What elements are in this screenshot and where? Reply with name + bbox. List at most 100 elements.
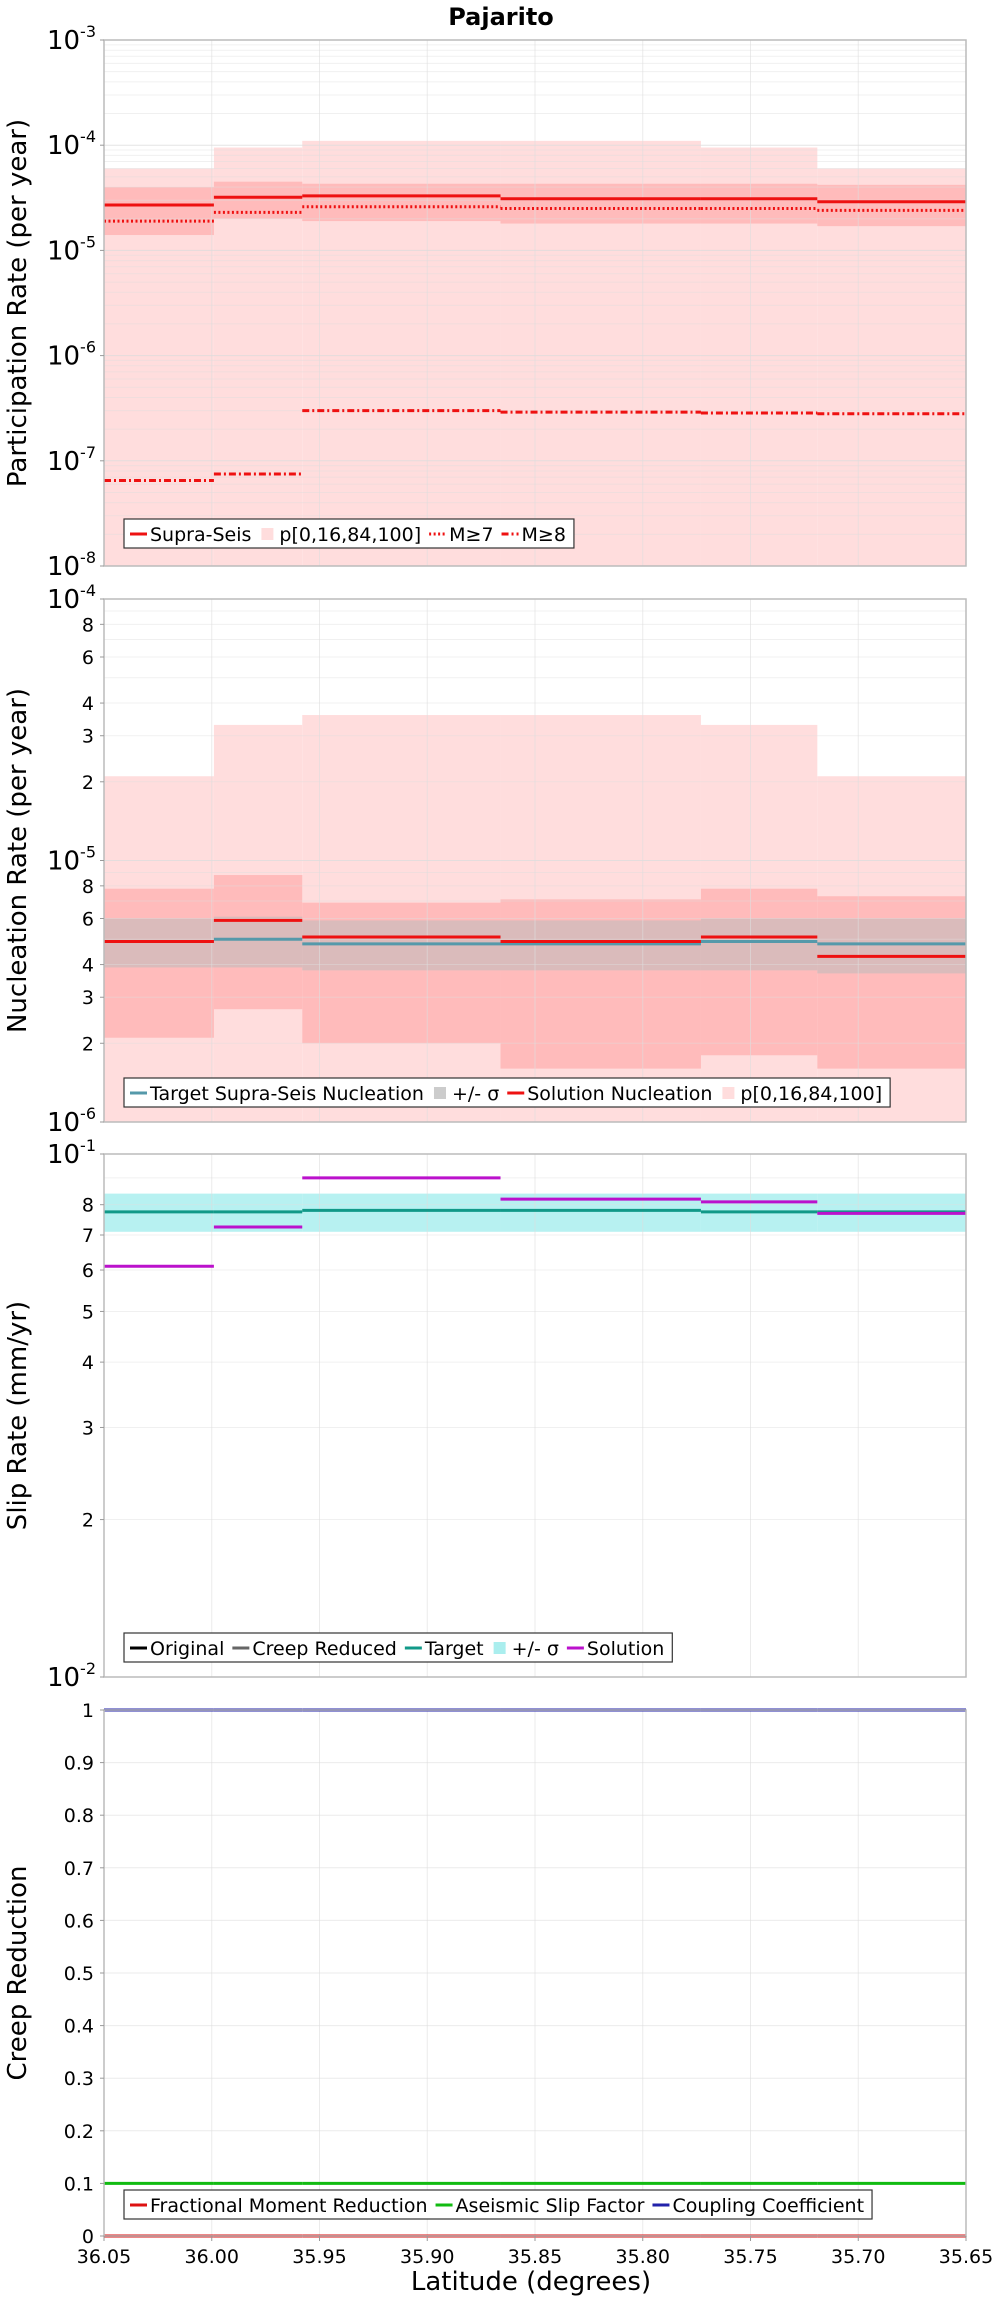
y-tick-label: 10-5 <box>47 232 96 266</box>
y-tick-label: 10-8 <box>47 548 96 582</box>
legend-swatch <box>433 1087 446 1099</box>
legend-item: Aseismic Slip Factor <box>435 2195 645 2217</box>
y-tick-label: 0.3 <box>64 2068 94 2090</box>
legend-label: Target Supra-Seis Nucleation <box>149 1083 424 1105</box>
legend-box <box>123 518 575 549</box>
plot-frame <box>103 1153 967 1678</box>
y-tick-label: 7 <box>82 1225 94 1247</box>
y-tick-label: 8 <box>82 876 94 898</box>
legend-label: Original <box>150 1638 224 1660</box>
legend: Supra-Seis p[0,16,84,100] M≥7 M≥8 <box>123 518 575 549</box>
legend-item: Target Supra-Seis Nucleation <box>130 1083 424 1105</box>
legend: Target Supra-Seis Nucleation +/- σ Solutio… <box>123 1077 891 1108</box>
legend-item: Target <box>404 1638 484 1660</box>
y-tick-label: 8 <box>82 614 94 636</box>
x-tick-label: 36.00 <box>185 2246 239 2268</box>
x-axis-title: Latitude (degrees) <box>411 2267 651 2297</box>
legend-item: Solution Nucleation <box>507 1083 712 1105</box>
band-2-segment <box>700 918 818 971</box>
band-1-segment <box>500 183 701 224</box>
y-tick-label: 10-5 <box>47 843 96 877</box>
y-tick-label: 0.2 <box>64 2121 94 2143</box>
y-tick-label: 10-6 <box>47 1104 96 1138</box>
legend-label: Aseismic Slip Factor <box>456 2195 645 2217</box>
legend-item: Solution <box>566 1638 664 1660</box>
series-m-7 <box>104 205 966 223</box>
y-tick-label: 6 <box>82 1260 94 1282</box>
legend-label: M≥7 <box>449 524 493 546</box>
panel-slip: 10-2 2 3 4 5 6 7 8 10-1 Slip Rate (mm/yr) Original… <box>3 1136 967 1693</box>
series-solution <box>104 1176 966 1268</box>
band-0-segment <box>302 1193 501 1232</box>
x-tick-label: 35.65 <box>939 2246 993 2268</box>
series-solution-nucleation <box>104 918 966 958</box>
series-supra-seis <box>104 194 966 207</box>
legend-label: M≥8 <box>522 524 566 546</box>
band-2-segment <box>500 920 701 971</box>
chart-title: Pajarito <box>448 3 554 31</box>
y-tick-label: 4 <box>82 693 94 715</box>
band-0-segment <box>817 168 966 566</box>
legend-item: M≥7 <box>429 524 494 546</box>
grid <box>103 599 967 1123</box>
legend-label: p[0,16,84,100] <box>740 1083 882 1105</box>
legend-item: Coupling Coefficient <box>652 2195 864 2217</box>
y-tick-label: 10-7 <box>47 443 96 477</box>
legend-label: Solution Nucleation <box>527 1083 712 1105</box>
x-tick-label: 35.85 <box>508 2246 562 2268</box>
legend-label: Fractional Moment Reduction <box>150 2195 428 2217</box>
band-2-segment <box>302 920 501 971</box>
legend-label: +/- σ <box>452 1083 499 1105</box>
legend-swatch <box>261 528 274 540</box>
legend: Fractional Moment Reduction Aseismic Slip… <box>123 2189 873 2220</box>
y-tick-label: 10-6 <box>47 338 96 372</box>
panel-creep: 0 0.1 0.2 0.3 0.4 0.5 0.6 0.7 0.8 0.9 1 Creep Reduc… <box>3 1700 967 2248</box>
legend-item: Fractional Moment Reduction <box>130 2195 428 2217</box>
panel-participation: 10-8 10-7 10-6 10-5 10-4 10-3 Participation Ra… <box>3 22 967 582</box>
band-1-segment <box>817 184 966 227</box>
legend-item: p[0,16,84,100] <box>261 524 421 546</box>
y-tick-label: 0.1 <box>64 2173 94 2195</box>
y-tick-label: 2 <box>82 772 94 794</box>
y-tick-label: 10-4 <box>47 127 96 161</box>
legend-box <box>123 1077 891 1108</box>
legend-swatch <box>722 1087 735 1099</box>
y-tick-label: 0.6 <box>64 1910 94 1932</box>
band-1-segment <box>302 183 501 222</box>
y-tick-label: 6 <box>82 647 94 669</box>
y-tick-label: 1 <box>82 1700 94 1722</box>
y-tick-label: 0 <box>82 2226 94 2248</box>
y-axis-title: Creep Reduction <box>3 1865 33 2080</box>
legend: Original Creep Reduced Target +/- σ Solution <box>123 1632 673 1663</box>
x-tick-label: 36.05 <box>77 2246 131 2268</box>
legend-label: Solution <box>587 1638 664 1660</box>
legend-swatch <box>493 1642 506 1654</box>
y-tick-label: 2 <box>82 1510 94 1532</box>
y-tick-label: 10-3 <box>47 22 96 56</box>
band-1-segment <box>104 187 214 236</box>
legend-item: Supra-Seis <box>130 524 251 546</box>
legend-label: Coupling Coefficient <box>672 2195 864 2217</box>
y-axis-title: Participation Rate (per year) <box>3 119 33 487</box>
y-tick-label: 8 <box>82 1195 94 1217</box>
legend-item: M≥8 <box>501 524 566 546</box>
y-tick-label: 0.5 <box>64 1963 94 1985</box>
legend-item: p[0,16,84,100] <box>722 1083 882 1105</box>
legend-label: Creep Reduced <box>252 1638 396 1660</box>
y-tick-label: 2 <box>82 1033 94 1055</box>
y-tick-label: 6 <box>82 909 94 931</box>
y-tick-label: 3 <box>82 1417 94 1439</box>
x-tick-label: 35.70 <box>831 2246 885 2268</box>
legend-label: +/- σ <box>512 1638 559 1660</box>
y-tick-label: 0.8 <box>64 1805 94 1827</box>
y-tick-label: 3 <box>82 726 94 748</box>
legend-label: Supra-Seis <box>150 524 251 546</box>
y-tick-label: 0.7 <box>64 1858 94 1880</box>
y-tick-label: 10-2 <box>47 1659 96 1693</box>
y-tick-label: 10-4 <box>47 581 96 615</box>
y-tick-label: 4 <box>82 955 94 977</box>
y-axis-title: Slip Rate (mm/yr) <box>3 1301 33 1530</box>
legend-item: +/- σ <box>493 1638 559 1660</box>
x-tick-label: 35.90 <box>400 2246 454 2268</box>
